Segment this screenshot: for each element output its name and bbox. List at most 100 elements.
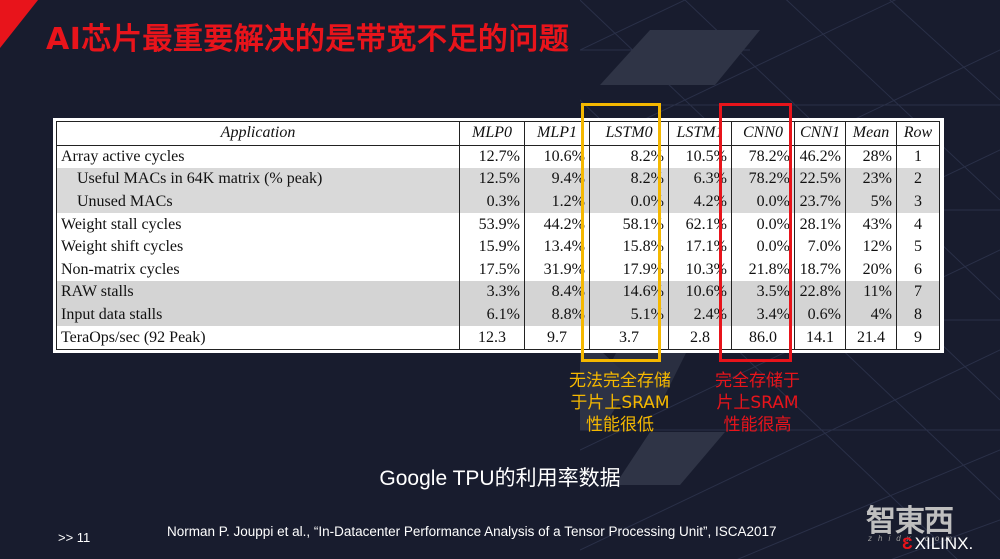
table-row: Weight shift cycles 15.9% 13.4% 15.8% 17… <box>56 235 940 259</box>
cell-lstm1: 2.4% <box>668 303 732 327</box>
cell-mean: 28% <box>845 145 897 169</box>
cell-row: 2 <box>896 168 940 191</box>
cnn0-note-line: 完全存储于 <box>715 371 800 391</box>
cell-mean: 12% <box>845 235 897 259</box>
table-row: Weight stall cycles 53.9% 44.2% 58.1% 62… <box>56 213 940 236</box>
cell-cnn0: 21.8% <box>731 258 795 282</box>
cell-row: 3 <box>896 190 940 214</box>
row-label: TeraOps/sec (92 Peak) <box>56 326 460 350</box>
cell-cnn1: 22.8% <box>794 281 846 304</box>
cell-row: 8 <box>896 303 940 327</box>
lstm0-note: 无法完全存储 于片上SRAM 性能很低 <box>555 370 685 436</box>
utilization-table-image: Application MLP0 MLP1 LSTM0 LSTM1 CNN0 C… <box>53 118 944 353</box>
cnn0-note: 完全存储于 片上SRAM 性能很高 <box>695 370 820 436</box>
cell-lstm1: 6.3% <box>668 168 732 191</box>
row-label: Input data stalls <box>56 303 460 327</box>
cell-mlp1: 31.9% <box>524 258 590 282</box>
cell-mean: 21.4 <box>845 326 897 350</box>
cnn0-highlight-box <box>719 103 792 362</box>
row-label: Weight shift cycles <box>56 235 460 259</box>
citation: Norman P. Jouppi et al., “In-Datacenter … <box>167 524 777 539</box>
cell-cnn0: 78.2% <box>731 145 795 169</box>
table-row: Array active cycles 12.7% 10.6% 8.2% 10.… <box>56 145 940 169</box>
cell-mlp1: 10.6% <box>524 145 590 169</box>
cell-mean: 4% <box>845 303 897 327</box>
cell-row: 6 <box>896 258 940 282</box>
cell-cnn1: 22.5% <box>794 168 846 191</box>
header-cnn0: CNN0 <box>731 121 795 146</box>
cell-cnn1: 18.7% <box>794 258 846 282</box>
cell-mlp0: 6.1% <box>459 303 525 327</box>
lstm0-note-line: 无法完全存储 <box>569 371 671 391</box>
cell-lstm0: 8.2% <box>589 145 669 169</box>
header-lstm0: LSTM0 <box>589 121 669 146</box>
cell-lstm1: 17.1% <box>668 235 732 259</box>
lstm0-highlight-box <box>581 103 661 362</box>
cell-lstm0: 3.7 <box>589 326 669 350</box>
row-label: Useful MACs in 64K matrix (% peak) <box>56 168 460 191</box>
header-application: Application <box>56 121 460 146</box>
cell-mlp0: 3.3% <box>459 281 525 304</box>
cell-mean: 5% <box>845 190 897 214</box>
cell-mlp0: 12.3 <box>459 326 525 350</box>
cell-row: 4 <box>896 213 940 236</box>
cell-cnn0: 78.2% <box>731 168 795 191</box>
cell-lstm0: 0.0% <box>589 190 669 214</box>
cell-mlp1: 13.4% <box>524 235 590 259</box>
corner-accent <box>0 0 38 48</box>
cell-lstm0: 17.9% <box>589 258 669 282</box>
lstm0-note-line: 于片上SRAM <box>570 393 670 413</box>
slide-caption: Google TPU的利用率数据 <box>0 462 1000 492</box>
cell-mean: 11% <box>845 281 897 304</box>
cell-row: 5 <box>896 235 940 259</box>
cell-mlp1: 1.2% <box>524 190 590 214</box>
cell-row: 7 <box>896 281 940 304</box>
cell-cnn0: 0.0% <box>731 190 795 214</box>
cell-mlp1: 8.4% <box>524 281 590 304</box>
table-row: Useful MACs in 64K matrix (% peak) 12.5%… <box>56 168 940 191</box>
cell-mlp0: 0.3% <box>459 190 525 214</box>
cnn0-note-line: 性能很高 <box>723 415 792 435</box>
xilinx-x-icon: Ɛ <box>902 534 913 553</box>
slide-title: AI芯片最重要解决的是带宽不足的问题 <box>46 22 570 57</box>
table-row: Non-matrix cycles 17.5% 31.9% 17.9% 10.3… <box>56 258 940 282</box>
cell-mlp1: 8.8% <box>524 303 590 327</box>
table-row: TeraOps/sec (92 Peak) 12.3 9.7 3.7 2.8 8… <box>56 326 940 350</box>
table-row: RAW stalls 3.3% 8.4% 14.6% 10.6% 3.5% 22… <box>56 281 940 304</box>
row-label: Unused MACs <box>56 190 460 214</box>
table-header-row: Application MLP0 MLP1 LSTM0 LSTM1 CNN0 C… <box>56 121 940 146</box>
xilinx-text: XILINX. <box>914 534 974 553</box>
header-mean: Mean <box>845 121 897 146</box>
cell-cnn1: 14.1 <box>794 326 846 350</box>
cell-mlp1: 44.2% <box>524 213 590 236</box>
cell-cnn1: 7.0% <box>794 235 846 259</box>
cell-mlp0: 12.7% <box>459 145 525 169</box>
cell-mean: 20% <box>845 258 897 282</box>
cell-lstm1: 4.2% <box>668 190 732 214</box>
cell-row: 9 <box>896 326 940 350</box>
cell-lstm0: 58.1% <box>589 213 669 236</box>
table-row: Unused MACs 0.3% 1.2% 0.0% 4.2% 0.0% 23.… <box>56 190 940 214</box>
row-label: Weight stall cycles <box>56 213 460 236</box>
zhidx-logo: 智東西 <box>866 504 954 539</box>
cell-cnn0: 3.4% <box>731 303 795 327</box>
caption-text: Google TPU的利用率数据 <box>379 467 621 490</box>
cell-mean: 43% <box>845 213 897 236</box>
header-cnn1: CNN1 <box>794 121 846 146</box>
cell-cnn0: 3.5% <box>731 281 795 304</box>
cell-cnn0: 0.0% <box>731 235 795 259</box>
row-label: Array active cycles <box>56 145 460 169</box>
zhidx-url: zhidx.com <box>868 534 959 543</box>
lstm0-note-line: 性能很低 <box>586 415 654 435</box>
table-row: Input data stalls 6.1% 8.8% 5.1% 2.4% 3.… <box>56 303 940 327</box>
header-mlp1: MLP1 <box>524 121 590 146</box>
cell-lstm1: 10.5% <box>668 145 732 169</box>
cell-mean: 23% <box>845 168 897 191</box>
cell-cnn1: 46.2% <box>794 145 846 169</box>
xilinx-logo: Ɛ XILINX. <box>902 534 973 554</box>
cell-mlp0: 12.5% <box>459 168 525 191</box>
cell-mlp0: 15.9% <box>459 235 525 259</box>
header-mlp0: MLP0 <box>459 121 525 146</box>
header-row: Row <box>896 121 940 146</box>
cell-lstm1: 62.1% <box>668 213 732 236</box>
